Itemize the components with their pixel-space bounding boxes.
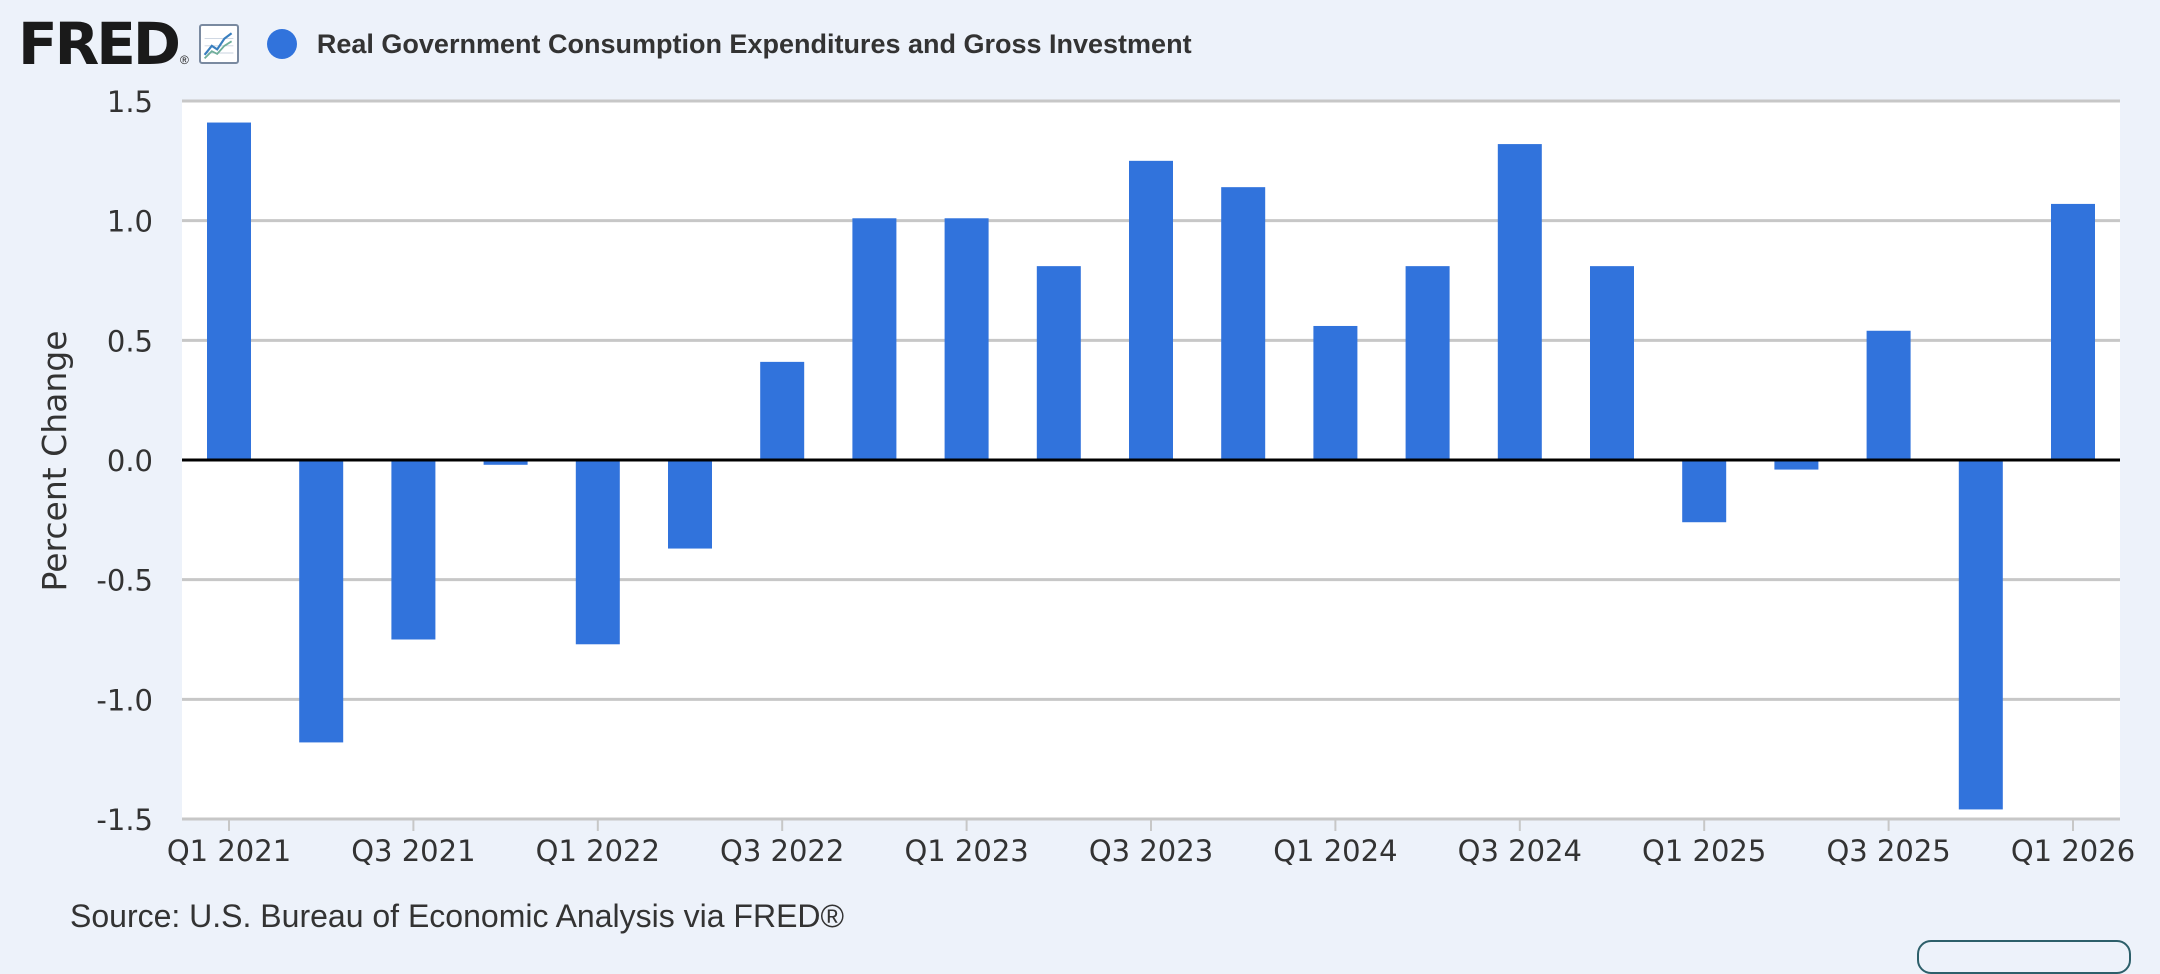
chart-header: FRED ® Real Government Consumption Expen… (18, 14, 1192, 74)
bar (852, 218, 897, 460)
bar (299, 460, 344, 743)
legend-label: Real Government Consumption Expenditures… (316, 28, 1192, 59)
bar-chart: 1.51.00.50.0-0.5-1.0-1.5 Q1 2021 Q3 2021 Q… (35, 85, 2135, 868)
registered-mark: ® (180, 53, 189, 67)
x-tick-label: Q3 2024 (1458, 834, 1582, 868)
bar (1958, 460, 2003, 810)
bar (483, 460, 528, 465)
bar (668, 460, 712, 549)
bar (1497, 144, 1542, 460)
bar (1129, 160, 1173, 461)
bar (575, 460, 620, 645)
x-tick-label: Q1 2025 (1642, 834, 1766, 868)
legend-swatch (266, 29, 297, 59)
x-tick-label: Q3 2023 (1089, 834, 1213, 868)
y-axis-ticks: 1.5 1.0 0.5 0.0 -0.5 -1.0 -1.5 (96, 85, 153, 837)
bar (2051, 203, 2095, 460)
bar (944, 218, 989, 460)
bar (1036, 266, 1081, 460)
y-tick-label: 1.5 (107, 85, 153, 119)
y-tick-label: -1.0 (96, 683, 153, 717)
x-tick-label: Q1 2023 (904, 834, 1028, 868)
y-tick-label: 0.5 (107, 324, 153, 358)
y-tick-label: 1.0 (107, 205, 153, 239)
bar (760, 361, 805, 460)
y-axis-label: Percent Change (35, 330, 74, 591)
x-tick-label: Q1 2022 (536, 834, 660, 868)
bars (207, 122, 2095, 810)
y-tick-label: 0.0 (107, 444, 153, 478)
x-tick-label: Q1 2026 (2011, 834, 2135, 868)
fred-logo[interactable]: FRED ® (18, 15, 189, 73)
chart-legend[interactable]: Real Government Consumption Expenditures… (266, 28, 1192, 60)
source-note: Source: U.S. Bureau of Economic Analysis… (70, 898, 845, 934)
x-tick-label: Q3 2022 (720, 834, 844, 868)
x-axis-ticks: Q1 2021 Q3 2021 Q1 2022 Q3 2022 Q1 2023 Q3 20… (167, 819, 2135, 868)
bar (1682, 460, 1727, 523)
bar (1774, 460, 1819, 470)
y-tick-label: -1.5 (96, 803, 153, 837)
x-tick-label: Q3 2025 (1826, 834, 1950, 868)
fred-wordmark: FRED (18, 10, 181, 78)
bar (1221, 187, 1266, 460)
bar (1866, 330, 1911, 460)
bar (391, 460, 436, 640)
bar (207, 122, 251, 460)
bar (1590, 266, 1634, 460)
y-tick-label: -0.5 (96, 564, 153, 598)
edit-graph-button[interactable] (1917, 940, 2131, 974)
x-tick-label: Q3 2021 (351, 834, 475, 868)
x-tick-label: Q1 2024 (1273, 834, 1397, 868)
x-tick-label: Q1 2021 (167, 834, 291, 868)
fred-graph-icon[interactable] (198, 24, 239, 64)
bar (1405, 266, 1450, 460)
bar (1313, 325, 1358, 460)
